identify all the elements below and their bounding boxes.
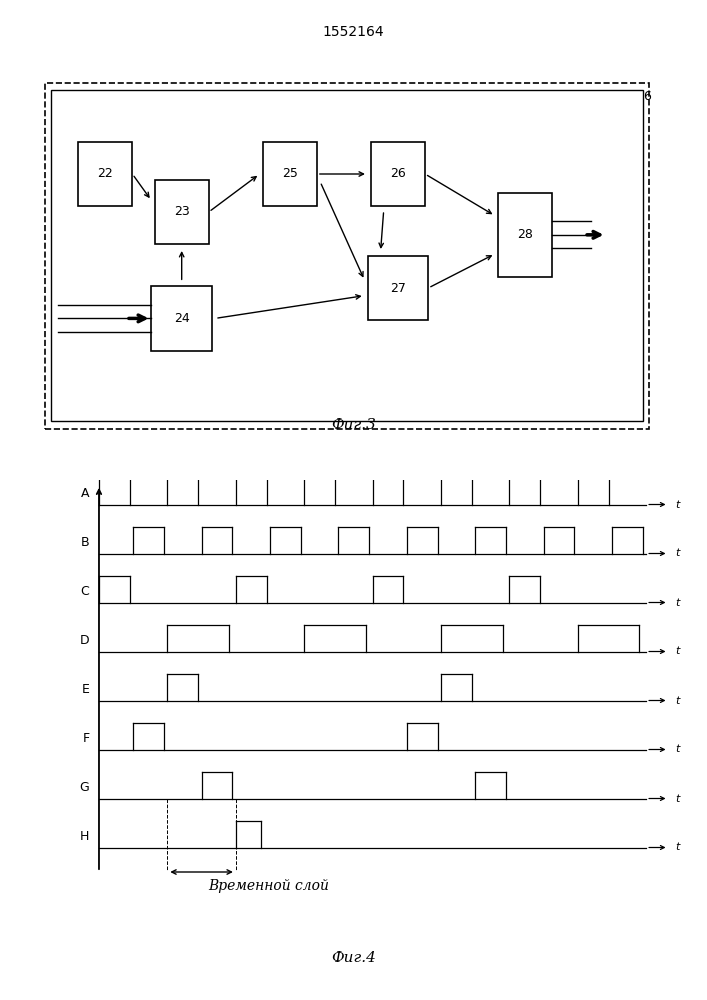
- Text: Фиг.4: Фиг.4: [331, 951, 376, 965]
- Text: B: B: [81, 536, 90, 549]
- Text: t: t: [674, 696, 679, 706]
- Text: Фиг.3: Фиг.3: [331, 418, 376, 432]
- Text: E: E: [81, 683, 90, 696]
- Bar: [52, 90, 643, 421]
- Text: 25: 25: [282, 167, 298, 180]
- Text: Временной слой: Временной слой: [208, 879, 329, 893]
- Text: G: G: [80, 781, 90, 794]
- Bar: [371, 142, 425, 206]
- Text: 24: 24: [174, 312, 189, 325]
- Text: F: F: [82, 732, 90, 745]
- Text: t: t: [674, 744, 679, 754]
- Text: t: t: [674, 499, 679, 510]
- Text: t: t: [674, 647, 679, 656]
- Bar: [155, 180, 209, 244]
- Bar: [78, 142, 132, 206]
- Text: t: t: [674, 548, 679, 558]
- Text: t: t: [674, 794, 679, 804]
- Bar: [368, 256, 428, 320]
- Text: t: t: [674, 597, 679, 607]
- Text: C: C: [81, 585, 90, 598]
- Bar: [151, 286, 212, 351]
- Text: A: A: [81, 487, 90, 500]
- Text: H: H: [80, 830, 90, 843]
- Bar: [498, 193, 552, 277]
- Text: 26: 26: [390, 167, 406, 180]
- Text: 23: 23: [174, 205, 189, 218]
- Text: 27: 27: [390, 282, 406, 294]
- Text: 1552164: 1552164: [322, 25, 385, 39]
- Text: 28: 28: [518, 228, 533, 241]
- Text: t: t: [674, 842, 679, 852]
- Text: 6: 6: [643, 90, 651, 103]
- Text: D: D: [80, 634, 90, 647]
- Text: 22: 22: [98, 167, 113, 180]
- Bar: [263, 142, 317, 206]
